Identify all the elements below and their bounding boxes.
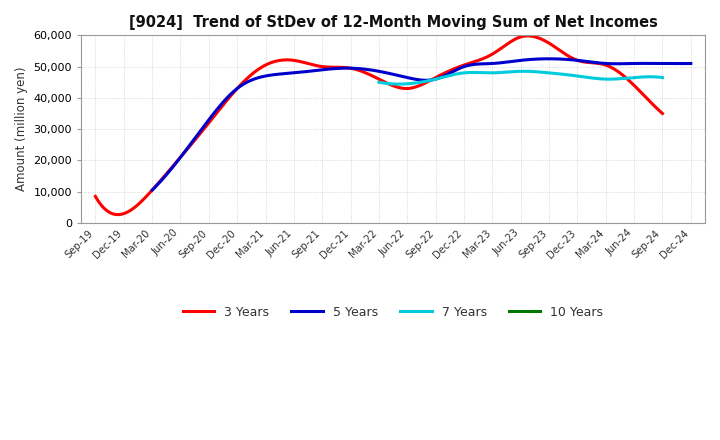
5 Years	[150, 186, 158, 191]
Line: 5 Years: 5 Years	[152, 59, 690, 190]
5 Years	[638, 61, 647, 66]
5 Years	[469, 62, 477, 67]
7 Years	[395, 81, 403, 87]
5 Years	[603, 61, 612, 66]
3 Years	[658, 111, 667, 116]
3 Years	[431, 75, 439, 81]
5 Years	[477, 61, 486, 66]
5 Years	[467, 62, 475, 67]
3 Years	[440, 70, 449, 76]
Legend: 3 Years, 5 Years, 7 Years, 10 Years: 3 Years, 5 Years, 7 Years, 10 Years	[178, 301, 608, 323]
3 Years	[91, 194, 99, 199]
7 Years	[518, 69, 527, 74]
5 Years	[544, 56, 553, 62]
7 Years	[550, 71, 559, 76]
7 Years	[634, 75, 642, 80]
3 Years	[114, 212, 122, 217]
Line: 3 Years: 3 Years	[95, 36, 662, 215]
3 Years	[93, 197, 102, 202]
5 Years	[686, 61, 695, 66]
3 Years	[573, 58, 582, 63]
7 Years	[545, 70, 554, 76]
3 Years	[523, 33, 532, 39]
Title: [9024]  Trend of StDev of 12-Month Moving Sum of Net Incomes: [9024] Trend of StDev of 12-Month Moving…	[129, 15, 657, 30]
3 Years	[609, 66, 618, 71]
Line: 7 Years: 7 Years	[379, 71, 662, 84]
3 Years	[428, 76, 437, 81]
7 Years	[616, 76, 624, 81]
7 Years	[658, 75, 667, 80]
5 Years	[148, 187, 156, 193]
7 Years	[376, 80, 384, 85]
Y-axis label: Amount (million yen): Amount (million yen)	[15, 67, 28, 191]
7 Years	[374, 80, 383, 85]
7 Years	[544, 70, 553, 76]
